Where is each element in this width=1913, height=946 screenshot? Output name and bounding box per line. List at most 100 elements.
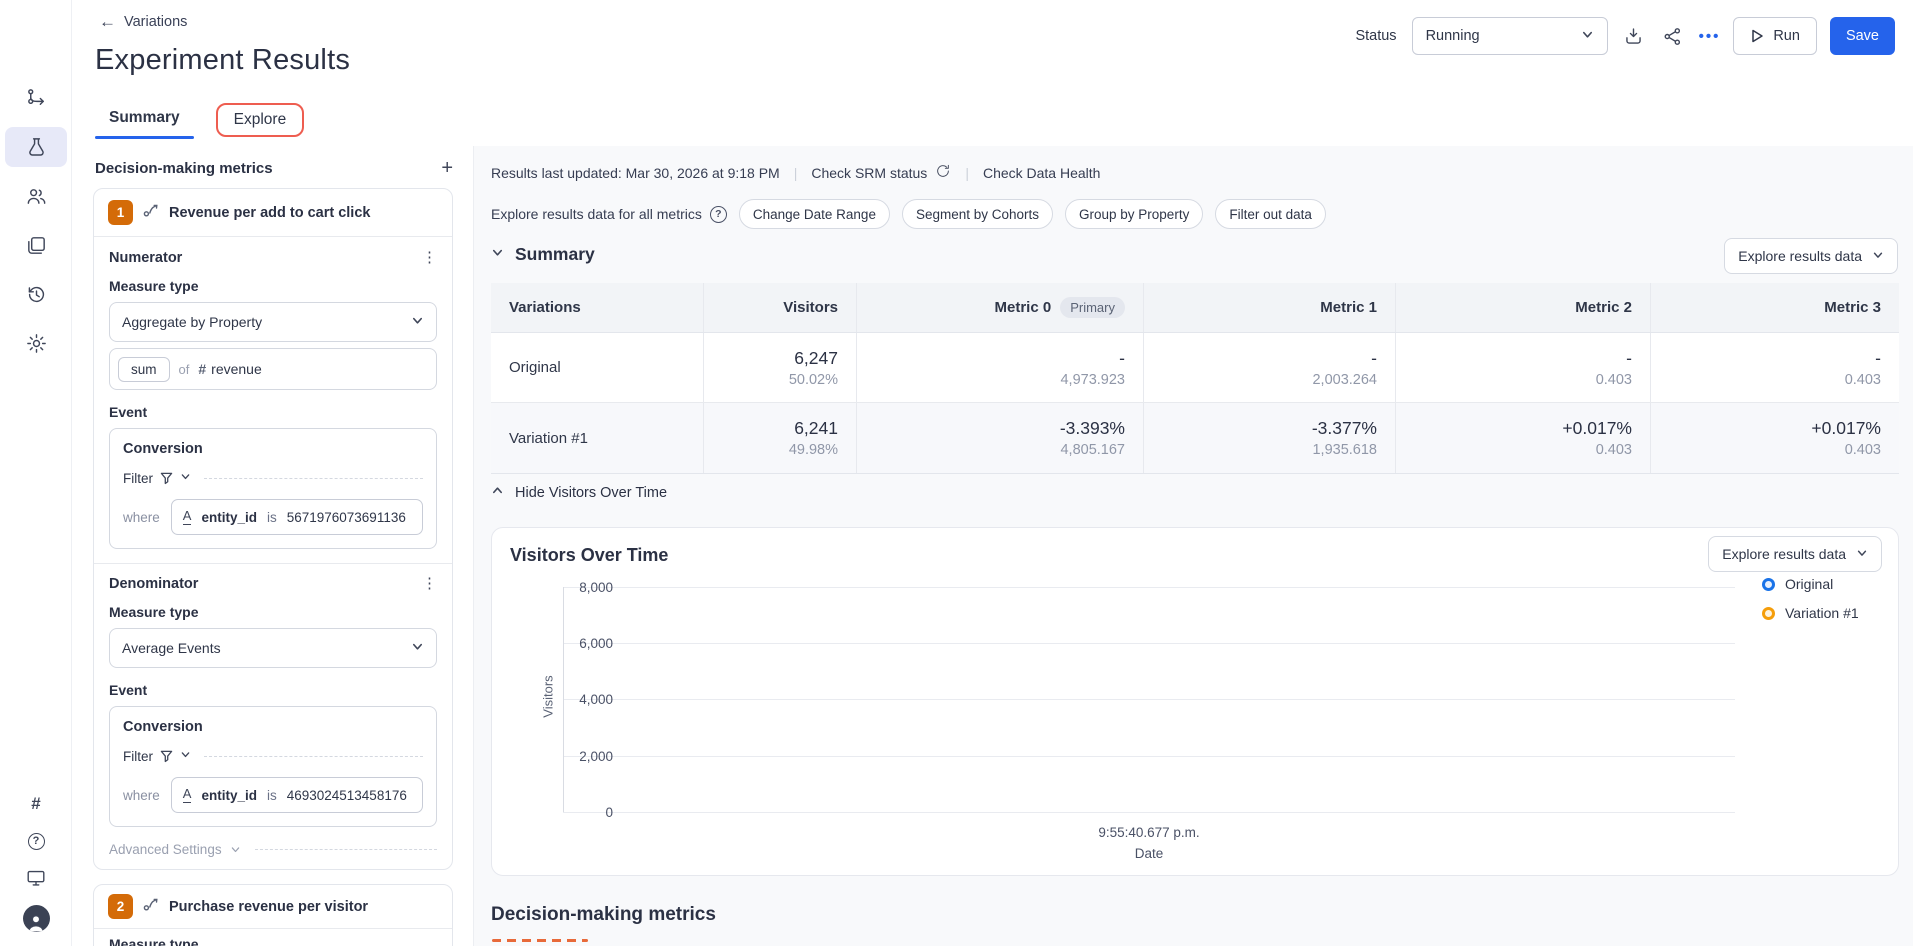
chevron-down-icon xyxy=(491,246,504,264)
help-icon[interactable]: ? xyxy=(5,826,67,856)
y-tick: 6,000 xyxy=(579,636,613,651)
col-metric-1: Metric 1 xyxy=(1320,299,1377,316)
add-metric-button[interactable]: + xyxy=(441,157,453,179)
decision-metrics-heading: Decision-making metrics xyxy=(491,904,716,925)
summary-heading: Summary xyxy=(515,244,595,264)
x-axis-label: Date xyxy=(1134,846,1164,861)
status-value: Running xyxy=(1425,28,1480,44)
chart-explore-results-button[interactable]: Explore results data xyxy=(1708,536,1882,572)
event-card-denominator: Conversion Filter where A entity_id is xyxy=(109,706,437,827)
summary-section-toggle[interactable]: Summary xyxy=(491,244,595,265)
kebab-menu-icon[interactable]: ⋮ xyxy=(422,249,437,266)
agg-fn-select[interactable]: sum xyxy=(118,356,170,382)
metric-index-badge: 1 xyxy=(108,200,133,225)
results-content: Results last updated: Mar 30, 2026 at 9:… xyxy=(473,146,1913,946)
denominator-measure-type-select[interactable]: Average Events xyxy=(109,628,437,668)
col-variations: Variations xyxy=(509,299,581,316)
refresh-icon xyxy=(935,163,951,182)
where-condition[interactable]: A entity_id is 4693024513458176 xyxy=(170,777,423,813)
segment-by-cohorts-button[interactable]: Segment by Cohorts xyxy=(901,199,1054,229)
last-updated-text: Results last updated: Mar 30, 2026 at 9:… xyxy=(491,164,780,181)
chart-plot-area: 8,000 6,000 4,000 2,000 0 Visitors 9:55:… xyxy=(541,580,1735,861)
table-row-variation-1[interactable]: Variation #1 6,241 49.98% -3.393% 4,805.16… xyxy=(491,403,1899,473)
more-menu-icon[interactable]: ••• xyxy=(1698,27,1721,45)
chevron-down-icon xyxy=(1872,248,1884,264)
tab-bar: Summary Explore xyxy=(95,103,305,139)
metric-card-2-header[interactable]: 2 Purchase revenue per visitor xyxy=(94,885,452,929)
legend-original[interactable]: Original xyxy=(1762,576,1859,592)
col-metric-0: Metric 0 xyxy=(994,299,1052,316)
event-label: Event xyxy=(109,682,148,698)
event-card-numerator: Conversion Filter where A entity_id is xyxy=(109,428,437,549)
funnel-icon xyxy=(160,750,173,762)
users-icon[interactable] xyxy=(5,176,67,216)
metric-card-1: 1 Revenue per add to cart click Numerato… xyxy=(93,188,453,870)
variation-series-dot xyxy=(1762,606,1775,620)
back-label: Variations xyxy=(124,14,188,30)
summary-table: Variations Visitors Metric 0 Primary Met… xyxy=(491,283,1899,474)
summary-explore-results-button[interactable]: Explore results data xyxy=(1724,238,1898,274)
check-data-health-link[interactable]: Check Data Health xyxy=(982,164,1101,181)
metric-index-badge: 2 xyxy=(108,894,133,919)
y-axis-label: Visitors xyxy=(540,675,556,718)
page-title: Experiment Results xyxy=(95,44,351,76)
col-metric-3: Metric 3 xyxy=(1824,299,1881,316)
windows-icon[interactable] xyxy=(5,225,67,265)
agg-property[interactable]: # revenue xyxy=(198,361,262,377)
desktop-icon[interactable] xyxy=(5,863,67,893)
where-condition[interactable]: A entity_id is 5671976073691136 xyxy=(170,499,423,535)
filter-row[interactable]: Filter xyxy=(123,747,423,765)
event-name[interactable]: Conversion xyxy=(123,441,203,457)
change-date-range-button[interactable]: Change Date Range xyxy=(738,199,890,229)
share-icon[interactable] xyxy=(1660,23,1686,49)
help-icon[interactable]: ? xyxy=(709,205,727,223)
legend-variation-1[interactable]: Variation #1 xyxy=(1762,605,1859,621)
arrow-left-icon: ← xyxy=(99,12,116,31)
back-link[interactable]: ← Variations xyxy=(99,12,187,32)
event-name[interactable]: Conversion xyxy=(123,719,203,735)
numerator-label: Numerator xyxy=(109,250,183,266)
flask-icon[interactable] xyxy=(5,127,67,167)
aggregation-row: sum of # revenue xyxy=(109,348,437,390)
status-label: Status xyxy=(1355,28,1397,44)
save-button[interactable]: Save xyxy=(1829,17,1895,55)
metric-card-2: 2 Purchase revenue per visitor Measure t… xyxy=(93,884,453,946)
group-by-property-button[interactable]: Group by Property xyxy=(1065,199,1204,229)
clipped-content-sliver xyxy=(492,939,588,942)
flow-icon[interactable] xyxy=(5,78,67,118)
string-type-icon: A xyxy=(182,508,192,525)
avatar[interactable] xyxy=(5,900,67,936)
gear-icon[interactable] xyxy=(5,323,67,363)
filter-row[interactable]: Filter xyxy=(123,469,423,487)
nav-rail: # ? xyxy=(0,0,72,946)
download-icon[interactable] xyxy=(1621,23,1647,49)
chevron-down-icon xyxy=(411,640,424,656)
status-select[interactable]: Running xyxy=(1411,17,1608,55)
kebab-menu-icon[interactable]: ⋮ xyxy=(422,575,437,592)
ratio-metric-icon xyxy=(143,896,159,917)
measure-type-label: Measure type xyxy=(109,936,199,946)
chevron-down-icon xyxy=(411,314,424,330)
check-srm-link[interactable]: Check SRM status xyxy=(811,163,951,182)
event-label: Event xyxy=(109,404,148,420)
denominator-label: Denominator xyxy=(109,576,199,592)
metric-card-1-header[interactable]: 1 Revenue per add to cart click xyxy=(94,189,452,237)
funnel-icon xyxy=(160,472,173,484)
ratio-metric-icon xyxy=(143,202,159,223)
y-tick: 8,000 xyxy=(579,580,613,595)
run-button[interactable]: Run xyxy=(1733,17,1817,55)
measure-type-select[interactable]: Aggregate by Property xyxy=(109,302,437,342)
chevron-down-icon xyxy=(231,847,239,853)
advanced-settings-toggle[interactable]: Advanced Settings xyxy=(109,842,437,857)
tab-summary[interactable]: Summary xyxy=(95,103,194,139)
tab-explore[interactable]: Explore xyxy=(233,111,287,128)
chevron-down-icon xyxy=(180,469,191,487)
history-icon[interactable] xyxy=(5,274,67,314)
filter-out-data-button[interactable]: Filter out data xyxy=(1215,199,1326,229)
hash-icon[interactable]: # xyxy=(31,794,41,813)
hide-visitors-toggle[interactable]: Hide Visitors Over Time xyxy=(491,484,667,501)
table-header-row: Variations Visitors Metric 0 Primary Met… xyxy=(491,283,1899,333)
table-row-original[interactable]: Original 6,247 50.02% -4,973.923 -2,003.2… xyxy=(491,333,1899,403)
results-info-bar: Results last updated: Mar 30, 2026 at 9:… xyxy=(491,163,1101,182)
